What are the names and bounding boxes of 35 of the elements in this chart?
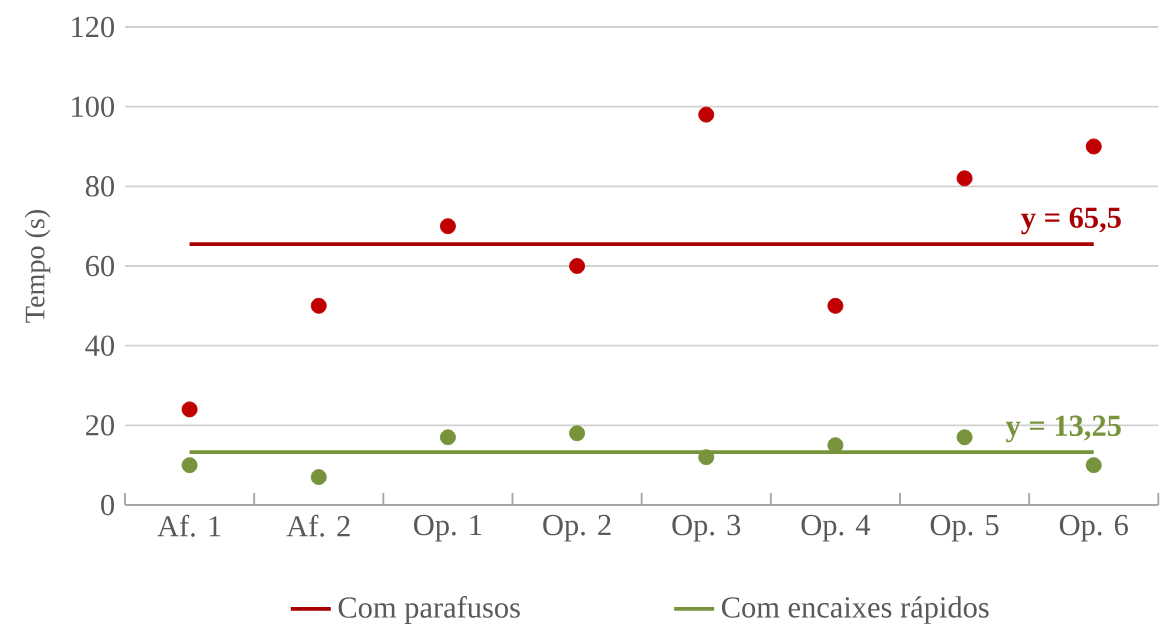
y-tick-label: 60 xyxy=(86,255,115,277)
y-tick-label: 20 xyxy=(86,415,115,436)
x-tick-label: Op. 1 xyxy=(414,514,482,542)
point xyxy=(310,469,327,486)
x-tick-label: Op. 3 xyxy=(672,514,741,542)
y-tick-label: 100 xyxy=(72,96,115,117)
point xyxy=(698,106,715,123)
point xyxy=(1085,138,1102,155)
y-axis-title: Tempo (s) xyxy=(24,210,51,323)
point xyxy=(569,425,586,442)
annotation: y = 65,5 xyxy=(1021,207,1121,235)
legend-label: Com encaixes rápidos xyxy=(721,596,989,624)
x-tick-label: Op. 6 xyxy=(1059,514,1128,542)
point xyxy=(439,429,456,446)
point xyxy=(1085,457,1102,474)
point xyxy=(181,457,198,474)
x-tick-label: Op. 5 xyxy=(930,514,999,542)
x-tick-label: Op. 4 xyxy=(801,514,871,542)
annotation: y = 13,25 xyxy=(1005,415,1121,443)
x-tick-label: Op. 2 xyxy=(543,514,611,542)
x-tick-label: Af. 2 xyxy=(286,514,350,537)
point xyxy=(439,218,456,235)
y-tick-label: 80 xyxy=(85,176,115,197)
point xyxy=(956,429,973,446)
y-tick-label: 0 xyxy=(101,494,115,516)
point xyxy=(827,297,844,314)
point xyxy=(181,401,198,418)
point xyxy=(569,258,586,274)
y-tick-label: 120 xyxy=(72,16,115,38)
y-tick-label: 40 xyxy=(85,335,115,356)
legend-label: Com parafusos xyxy=(338,596,520,624)
point xyxy=(310,297,327,314)
point xyxy=(698,449,715,466)
x-tick-label: Af. 1 xyxy=(157,514,221,537)
point xyxy=(956,170,973,187)
